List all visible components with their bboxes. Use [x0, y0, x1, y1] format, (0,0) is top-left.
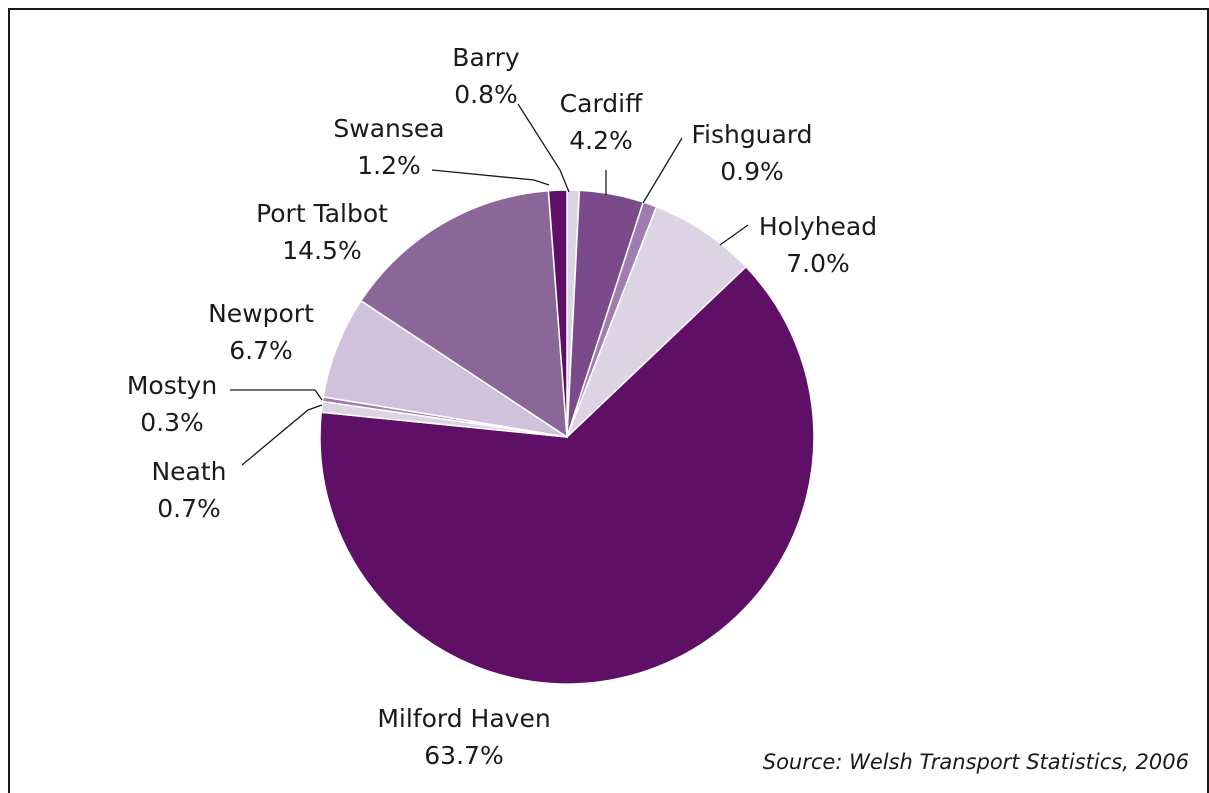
slice-value-mostyn: 0.3%: [140, 408, 204, 437]
slice-value-barry: 0.8%: [454, 80, 518, 109]
slice-label-swansea: Swansea: [333, 114, 444, 143]
pie-slice-milford-haven: [319, 265, 815, 685]
slice-label-barry: Barry: [452, 43, 520, 72]
slice-label-newport: Newport: [208, 299, 314, 328]
slice-value-newport: 6.7%: [229, 336, 293, 365]
pie-slice-port-talbot: [359, 189, 568, 439]
leader-line-barry: [517, 103, 570, 193]
slice-value-fishguard: 0.9%: [720, 157, 784, 186]
leader-lines: [230, 103, 749, 466]
pie-slice-swansea: [547, 189, 568, 438]
leader-line-holyhead: [719, 224, 749, 246]
slice-value-port-talbot: 14.5%: [282, 236, 361, 265]
slice-label-holyhead: Holyhead: [759, 212, 877, 241]
slice-label-port-talbot: Port Talbot: [256, 199, 388, 228]
pie-slices: [319, 189, 815, 685]
slice-value-neath: 0.7%: [157, 494, 221, 523]
slice-label-fishguard: Fishguard: [691, 120, 812, 149]
leader-line-neath: [241, 404, 323, 466]
chart-frame: [8, 8, 1209, 793]
slice-label-cardiff: Cardiff: [560, 89, 643, 118]
leader-line-swansea: [431, 169, 550, 186]
leader-line-mostyn: [230, 389, 323, 401]
slice-value-milford-haven: 63.7%: [424, 741, 503, 770]
source-note: Source: Welsh Transport Statistics, 2006: [763, 750, 1189, 774]
pie-slice-holyhead: [566, 205, 748, 438]
slice-value-cardiff: 4.2%: [569, 126, 633, 155]
leader-line-fishguard: [642, 137, 683, 204]
slice-label-milford-haven: Milford Haven: [377, 704, 550, 733]
slice-labels: Barry 0.8% Cardiff 4.2% Fishguard 0.9% Holyhea…: [127, 43, 877, 770]
slice-label-neath: Neath: [151, 457, 226, 486]
slice-value-swansea: 1.2%: [357, 151, 421, 180]
slice-label-mostyn: Mostyn: [127, 371, 217, 400]
slice-value-holyhead: 7.0%: [786, 249, 850, 278]
